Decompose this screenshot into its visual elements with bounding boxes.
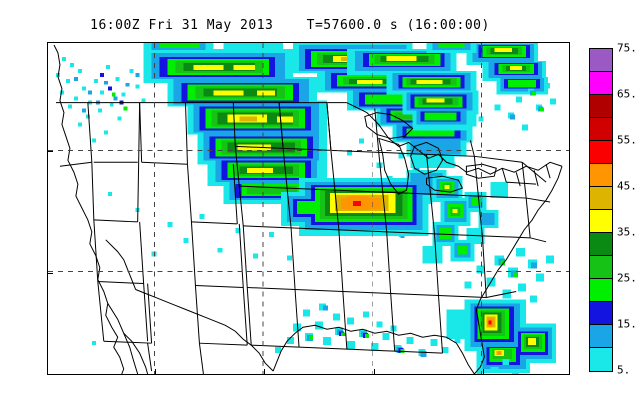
- colorbar-swatch-0: [590, 49, 612, 72]
- map-panel: 40N 30N 110W 100W 90W 80W: [47, 42, 570, 375]
- page-title: 16:00Z Fri 31 May 2013 T=57600.0 s (16:0…: [90, 18, 490, 33]
- colorbar-label-45: 45.: [617, 179, 637, 193]
- colorbar-swatch-8: [590, 233, 612, 256]
- x-tick-100W: [264, 369, 265, 374]
- colorbar-label-55: 55.: [617, 133, 637, 147]
- colorbar-swatch-3: [590, 118, 612, 141]
- colorbar-swatch-7: [590, 210, 612, 233]
- colorbar-swatch-4: [590, 141, 612, 164]
- colorbar-swatch-10: [590, 279, 612, 302]
- colorbar-label-25: 25.: [617, 271, 637, 285]
- map-boundaries: [53, 44, 563, 374]
- colorbar-label-15: 15.: [617, 317, 637, 331]
- colorbar-swatch-9: [590, 256, 612, 279]
- x-tick-80W: [483, 369, 484, 374]
- colorbar-label-5: 5.: [617, 363, 631, 377]
- colorbar-label-75: 75.: [617, 41, 637, 55]
- latlon-gridlines: [48, 43, 569, 374]
- colorbar-swatch-1: [590, 72, 612, 95]
- colorbar-swatch-13: [590, 348, 612, 371]
- colorbar-swatch-12: [590, 325, 612, 348]
- colorbar-swatch-5: [590, 164, 612, 187]
- colorbar-label-65: 65.: [617, 87, 637, 101]
- colorbar-swatch-11: [590, 302, 612, 325]
- reflectivity-colorbar: [589, 48, 613, 372]
- reflectivity-field: [55, 43, 557, 374]
- colorbar-label-35: 35.: [617, 225, 637, 239]
- x-tick-110W: [155, 369, 156, 374]
- radar-map-canvas: [48, 43, 569, 374]
- colorbar-swatch-2: [590, 95, 612, 118]
- colorbar-swatch-6: [590, 187, 612, 210]
- y-tick-40N: [48, 151, 53, 152]
- y-tick-30N: [48, 273, 53, 274]
- x-tick-90W: [374, 369, 375, 374]
